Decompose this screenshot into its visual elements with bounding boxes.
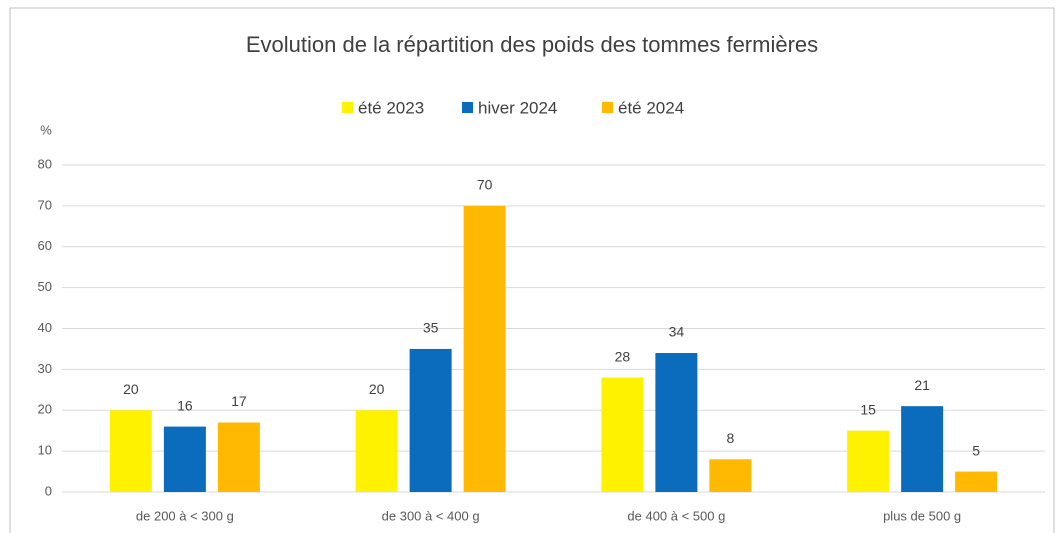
data-label: 17 [231, 393, 247, 409]
bar [901, 406, 944, 492]
y-tick-label: 70 [38, 197, 52, 212]
data-label: 8 [726, 430, 734, 446]
y-tick-label: 50 [38, 279, 52, 294]
y-tick-label: 10 [38, 443, 52, 458]
legend-label: été 2023 [358, 98, 424, 117]
legend-label: hiver 2024 [478, 98, 557, 117]
data-label: 5 [972, 442, 980, 458]
y-tick-label: 30 [38, 361, 52, 376]
y-tick-label: 0 [45, 483, 52, 498]
y-tick-label: 60 [38, 238, 52, 253]
bar [463, 205, 506, 492]
y-tick-label: 20 [38, 402, 52, 417]
data-label: 35 [423, 320, 439, 336]
y-tick-label: 80 [38, 156, 52, 171]
data-label: 34 [669, 324, 685, 340]
bar [601, 377, 644, 492]
chart-title: Evolution de la répartition des poids de… [246, 32, 818, 57]
x-tick-label: plus de 500 g [883, 508, 961, 523]
bar [409, 348, 452, 492]
legend-swatch [462, 102, 473, 113]
y-tick-label: 40 [38, 320, 52, 335]
data-label: 16 [177, 397, 193, 413]
bar [847, 430, 890, 492]
legend-swatch [342, 102, 353, 113]
bar [955, 471, 998, 492]
x-tick-label: de 200 à < 300 g [136, 508, 234, 523]
data-label: 20 [369, 381, 385, 397]
data-label: 70 [477, 177, 493, 193]
bar [109, 410, 152, 492]
bar [163, 426, 206, 492]
bar [709, 459, 752, 492]
data-label: 21 [914, 377, 930, 393]
y-axis-label: % [40, 122, 52, 137]
bar [355, 410, 398, 492]
data-label: 15 [860, 401, 876, 417]
x-tick-label: de 400 à < 500 g [627, 508, 725, 523]
legend-label: été 2024 [618, 98, 684, 117]
data-label: 20 [123, 381, 139, 397]
bar [655, 353, 698, 492]
data-label: 28 [615, 348, 631, 364]
x-tick-label: de 300 à < 400 g [382, 508, 480, 523]
bar [217, 422, 260, 492]
legend-swatch [602, 102, 613, 113]
